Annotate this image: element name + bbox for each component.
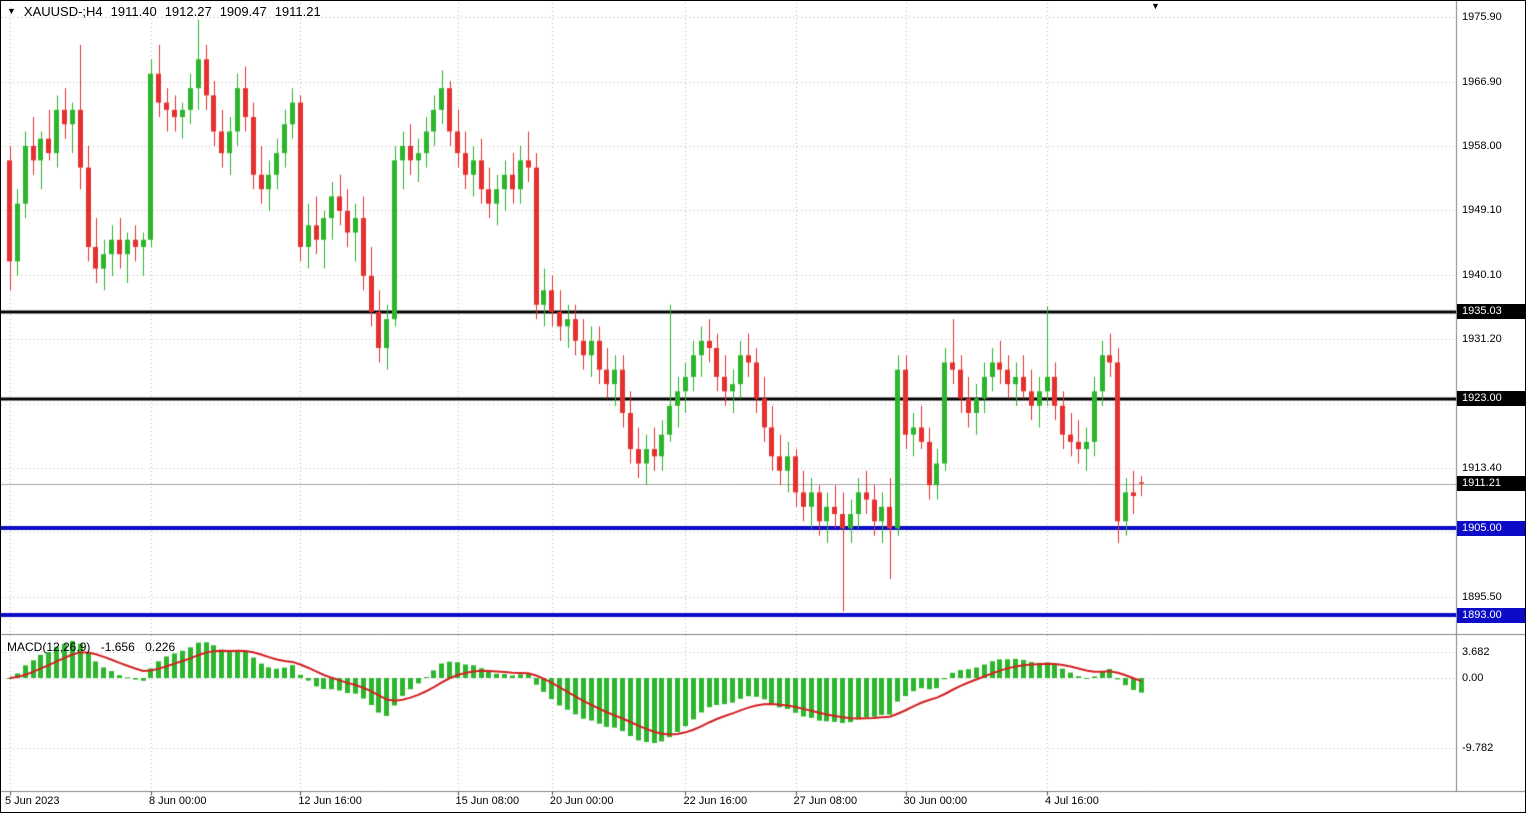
time-axis-label: 27 Jun 08:00 [793, 795, 858, 807]
time-axis-label: 12 Jun 16:00 [298, 795, 362, 807]
ohlc-open-value: 1911.40 [110, 4, 157, 19]
time-axis-label: 30 Jun 00:00 [903, 795, 968, 807]
price-axis-label: 1949.10 [1462, 204, 1502, 217]
price-axis-label: 1913.40 [1462, 461, 1502, 474]
price-axis-label: 1895.50 [1462, 591, 1502, 604]
time-axis-label: 22 Jun 16:00 [683, 795, 748, 807]
price-axis-label: 1931.20 [1462, 333, 1502, 346]
time-axis-label: 15 Jun 08:00 [455, 795, 520, 807]
time-axis-label: 20 Jun 00:00 [549, 795, 614, 807]
price-line-badge: 1935.03 [1457, 304, 1525, 320]
macd-axis-label: 3.682 [1462, 645, 1490, 658]
macd-name-label: MACD(12,26,9) [7, 640, 91, 654]
price-axis-label: 1966.90 [1462, 75, 1502, 88]
macd-main-value: -1.656 [100, 640, 135, 654]
macd-indicator-label: MACD(12,26,9) -1.656 0.226 [7, 640, 182, 654]
ohlc-high-value: 1912.27 [164, 4, 212, 19]
price-axis-label: 1975.90 [1462, 10, 1502, 23]
time-axis-label: 4 Jul 16:00 [1045, 795, 1099, 807]
chart-shift-marker-icon[interactable]: ▼ [1151, 1, 1160, 11]
price-line-badge: 1923.00 [1457, 391, 1525, 407]
ohlc-close-value: 1911.21 [274, 4, 321, 19]
symbol-info-bar: ▼ XAUUSD-;H4 1911.40 1912.27 1909.47 191… [7, 4, 321, 19]
time-axis-label: 5 Jun 2023 [5, 795, 60, 807]
macd-axis-label: -9.782 [1462, 741, 1494, 754]
symbol-timeframe-label: XAUUSD-;H4 [23, 4, 103, 19]
price-line-badge: 1905.00 [1457, 520, 1525, 536]
price-axis-label: 1940.10 [1462, 269, 1502, 282]
macd-signal-value: 0.226 [145, 640, 176, 654]
price-axis-label: 1958.00 [1462, 139, 1502, 152]
ohlc-low-value: 1909.47 [219, 4, 267, 19]
price-line-badge: 1893.00 [1457, 607, 1525, 623]
time-axis-label: 8 Jun 00:00 [148, 795, 207, 807]
symbol-dropdown-icon[interactable]: ▼ [7, 6, 16, 16]
current-price-badge: 1911.21 [1457, 476, 1525, 492]
macd-axis-label: 0.00 [1462, 672, 1484, 684]
